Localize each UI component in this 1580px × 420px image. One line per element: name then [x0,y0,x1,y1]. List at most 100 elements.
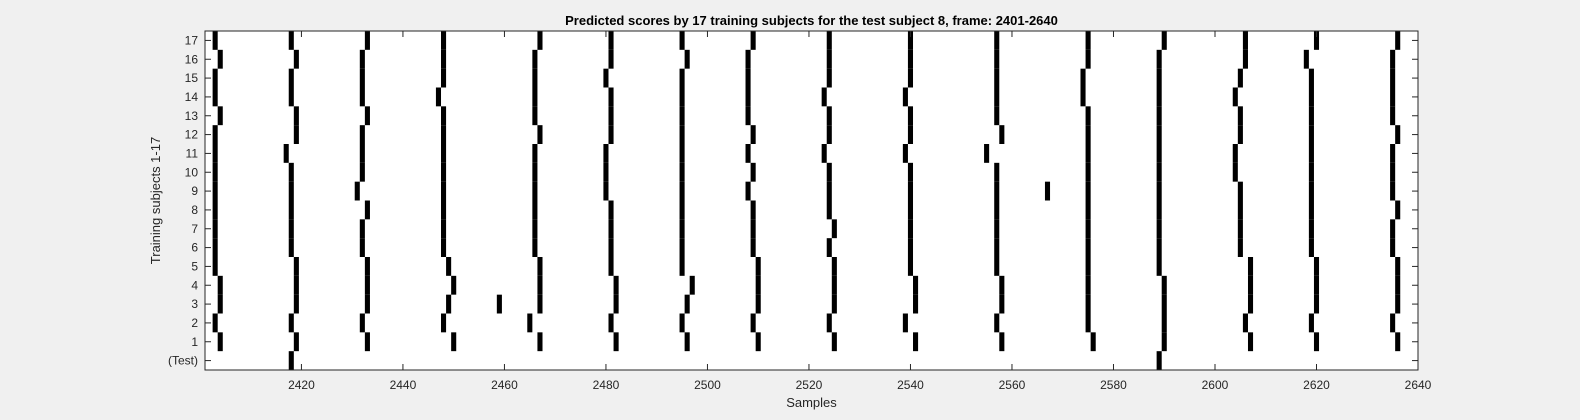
raster-mark [1313,275,1320,295]
raster-mark [532,162,538,182]
raster-mark [359,162,365,182]
raster-mark [212,219,218,239]
x-axis-label: Samples [786,395,837,410]
raster-mark [1390,144,1396,163]
x-tick-label: 2560 [999,378,1026,392]
raster-mark [608,313,614,333]
raster-mark [1085,238,1091,257]
raster-mark [750,200,756,220]
raster-mark [1237,68,1243,88]
raster-mark [902,144,908,163]
x-tick-label: 2460 [491,378,518,392]
raster-mark [441,181,447,201]
raster-mark [446,257,452,276]
raster-mark [288,219,294,239]
raster-mark [1395,200,1401,220]
raster-mark [755,257,761,276]
raster-mark [1303,49,1309,69]
raster-mark [288,313,294,333]
raster-mark [994,49,1000,69]
raster-mark [994,68,1000,88]
raster-mark [1247,294,1254,314]
raster-mark [913,275,919,295]
raster-mark [1313,31,1320,50]
raster-mark [1242,31,1248,50]
raster-mark [1161,332,1167,352]
raster-mark [1390,106,1396,126]
raster-mark [441,313,447,333]
raster-mark [217,275,223,295]
raster-mark [608,31,614,50]
y-tick-label: 17 [185,33,199,47]
raster-mark [1308,162,1314,182]
raster-mark [907,200,914,220]
raster-mark [212,68,218,88]
raster-mark [750,219,756,239]
raster-mark [608,257,614,276]
raster-mark [1308,87,1314,107]
raster-mark [907,49,914,69]
raster-mark [1156,257,1162,276]
raster-mark [283,144,289,163]
raster-mark [1232,144,1238,163]
raster-mark [603,181,609,201]
raster-mark [750,31,756,50]
x-tick-label: 2600 [1202,378,1229,392]
raster-mark [532,238,538,257]
x-tick-label: 2620 [1303,378,1330,392]
raster-mark [608,87,614,107]
raster-mark [999,294,1005,314]
raster-mark [1313,294,1320,314]
raster-mark [441,31,447,50]
raster-mark [613,275,619,295]
raster-mark [364,31,370,50]
raster-mark [1242,313,1248,333]
raster-mark [745,181,751,201]
y-tick-label: (Test) [168,354,198,368]
raster-mark [1156,162,1162,182]
raster-mark [1237,125,1243,144]
raster-mark [537,257,543,276]
raster-mark [745,87,751,107]
raster-mark [679,257,685,276]
y-tick-label: 1 [191,335,198,349]
raster-mark [1161,294,1167,314]
chart-title: Predicted scores by 17 training subjects… [565,13,1058,28]
raster-mark [532,49,538,69]
raster-mark [679,200,685,220]
raster-mark [755,275,761,295]
raster-mark [826,49,832,69]
x-tick-label: 2640 [1405,378,1432,392]
raster-mark [984,144,990,163]
raster-mark [750,162,756,182]
raster-mark [441,144,447,163]
raster-mark [212,162,218,182]
raster-mark [359,125,365,144]
raster-mark [994,181,1000,201]
raster-mark [212,87,218,107]
raster-mark [1085,257,1091,276]
raster-mark [750,313,756,333]
raster-mark [994,219,1000,239]
raster-mark [907,162,914,182]
raster-mark [1085,49,1091,69]
raster-mark [679,106,685,126]
y-tick-label: 12 [185,128,199,142]
raster-mark [1156,106,1162,126]
y-tick-label: 9 [191,184,198,198]
raster-mark [1156,68,1162,88]
raster-mark [994,257,1000,276]
raster-mark [1237,238,1243,257]
raster-mark [907,219,914,239]
raster-mark [359,219,365,239]
raster-mark [902,313,908,333]
raster-mark [994,87,1000,107]
raster-mark [1308,106,1314,126]
y-tick-label: 10 [185,165,199,179]
raster-mark [679,219,685,239]
raster-mark [1308,125,1314,144]
raster-mark [496,294,502,314]
raster-mark [679,313,685,333]
y-tick-label: 16 [185,52,199,66]
